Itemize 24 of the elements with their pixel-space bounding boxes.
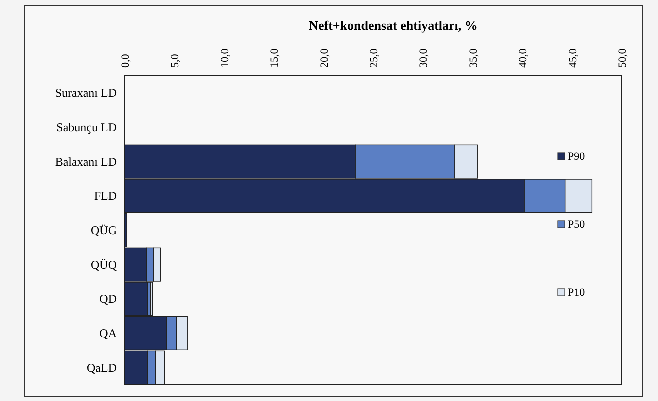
chart-title: Neft+kondensat ehtiyatları, %: [309, 18, 478, 33]
y-tick-label: FLD: [94, 189, 118, 204]
legend-label: P90: [568, 151, 586, 163]
x-tick-label: 45,0: [567, 48, 580, 68]
y-tick-label: QD: [100, 292, 118, 306]
y-tick-label: Sabunçu LD: [56, 120, 118, 134]
y-tick-label: Balaxanı LD: [55, 154, 118, 169]
y-tick-label: Suraxanı LD: [55, 86, 118, 100]
x-tick-label: 20,0: [318, 48, 331, 68]
x-tick-label: 0,0: [120, 54, 132, 68]
y-tick-label: QaLD: [87, 360, 118, 375]
x-tick-label: 40,0: [518, 48, 530, 68]
legend-label: P10: [568, 287, 586, 299]
y-tick-label: QA: [100, 326, 118, 340]
x-tick-label: 35,0: [468, 48, 480, 68]
x-tick-label: 30,0: [418, 48, 430, 68]
x-tick-label: 5,0: [170, 54, 182, 68]
x-tick-label: 10,0: [219, 48, 232, 68]
x-tick-label: 25,0: [368, 48, 380, 68]
legend-label: P50: [568, 219, 586, 231]
y-tick-label: QÜG: [91, 224, 118, 238]
x-tick-label: 50,0: [617, 48, 629, 68]
x-tick-label: 15,0: [269, 48, 282, 68]
y-tick-label: QÜQ: [91, 258, 118, 272]
